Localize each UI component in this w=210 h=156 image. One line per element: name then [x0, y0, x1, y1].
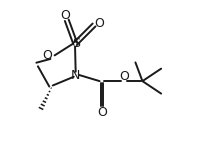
Text: S: S — [72, 37, 80, 50]
Text: O: O — [97, 105, 107, 119]
Text: O: O — [42, 49, 52, 62]
Text: O: O — [119, 70, 129, 83]
Text: N: N — [71, 69, 80, 82]
Text: O: O — [94, 17, 104, 30]
Text: O: O — [60, 9, 70, 22]
